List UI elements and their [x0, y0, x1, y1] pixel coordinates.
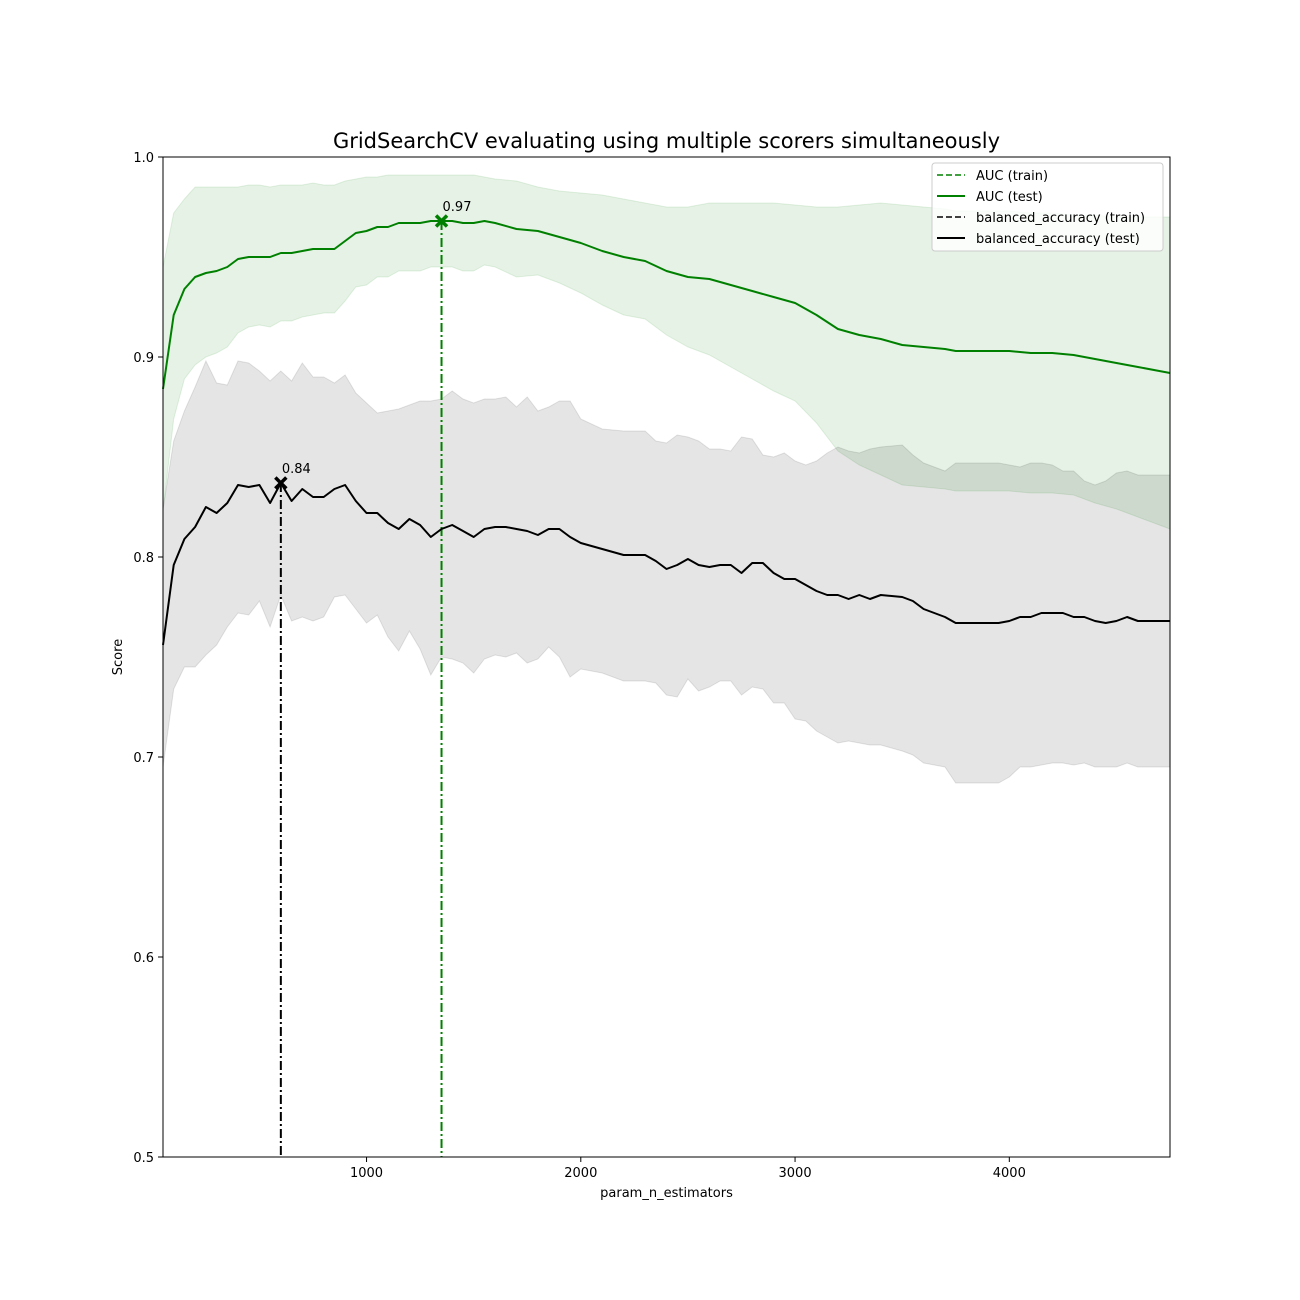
x-tick-label: 3000	[779, 1166, 812, 1181]
best-label-AUC: 0.97	[443, 200, 472, 215]
best-label-balanced_accuracy: 0.84	[282, 462, 311, 477]
chart-title: GridSearchCV evaluating using multiple s…	[333, 129, 1000, 153]
y-tick-label: 0.8	[133, 551, 154, 566]
x-tick-label: 4000	[993, 1166, 1026, 1181]
plot-frame	[162, 156, 1171, 1158]
legend-entry: balanced_accuracy (test)	[976, 232, 1140, 247]
legend-entry: AUC (test)	[976, 190, 1043, 205]
line-balanced_accuracy-test	[162, 482, 1170, 646]
best-marker-AUC	[434, 214, 449, 228]
x-tick-label: 1000	[350, 1166, 383, 1181]
y-axis-ticks: 0.5 0.6 0.7 0.8 0.9 1.0	[133, 151, 163, 1166]
y-axis-label: Score	[111, 639, 126, 675]
y-tick-label: 0.5	[133, 1151, 154, 1166]
legend-box	[931, 162, 1164, 252]
x-axis-ticks: 1000 2000 3000 4000	[350, 1157, 1026, 1181]
legend-entry: AUC (train)	[976, 169, 1048, 184]
y-tick-label: 0.6	[133, 951, 154, 966]
legend-entry: balanced_accuracy (train)	[976, 211, 1145, 226]
line-AUC-test	[162, 220, 1171, 390]
x-tick-label: 2000	[564, 1166, 597, 1181]
best-score-vlines	[279, 221, 443, 1157]
best-score-markers: 0.97 0.84	[274, 200, 472, 490]
y-tick-label: 0.9	[133, 351, 154, 366]
best-marker-balanced_accuracy	[274, 476, 288, 490]
y-tick-label: 1.0	[133, 151, 154, 166]
legend: AUC (train) AUC (test) balanced_accuracy (…	[931, 162, 1164, 252]
x-axis-label: param_n_estimators	[600, 1186, 733, 1201]
series-lines	[162, 220, 1171, 646]
y-tick-label: 0.7	[133, 751, 154, 766]
